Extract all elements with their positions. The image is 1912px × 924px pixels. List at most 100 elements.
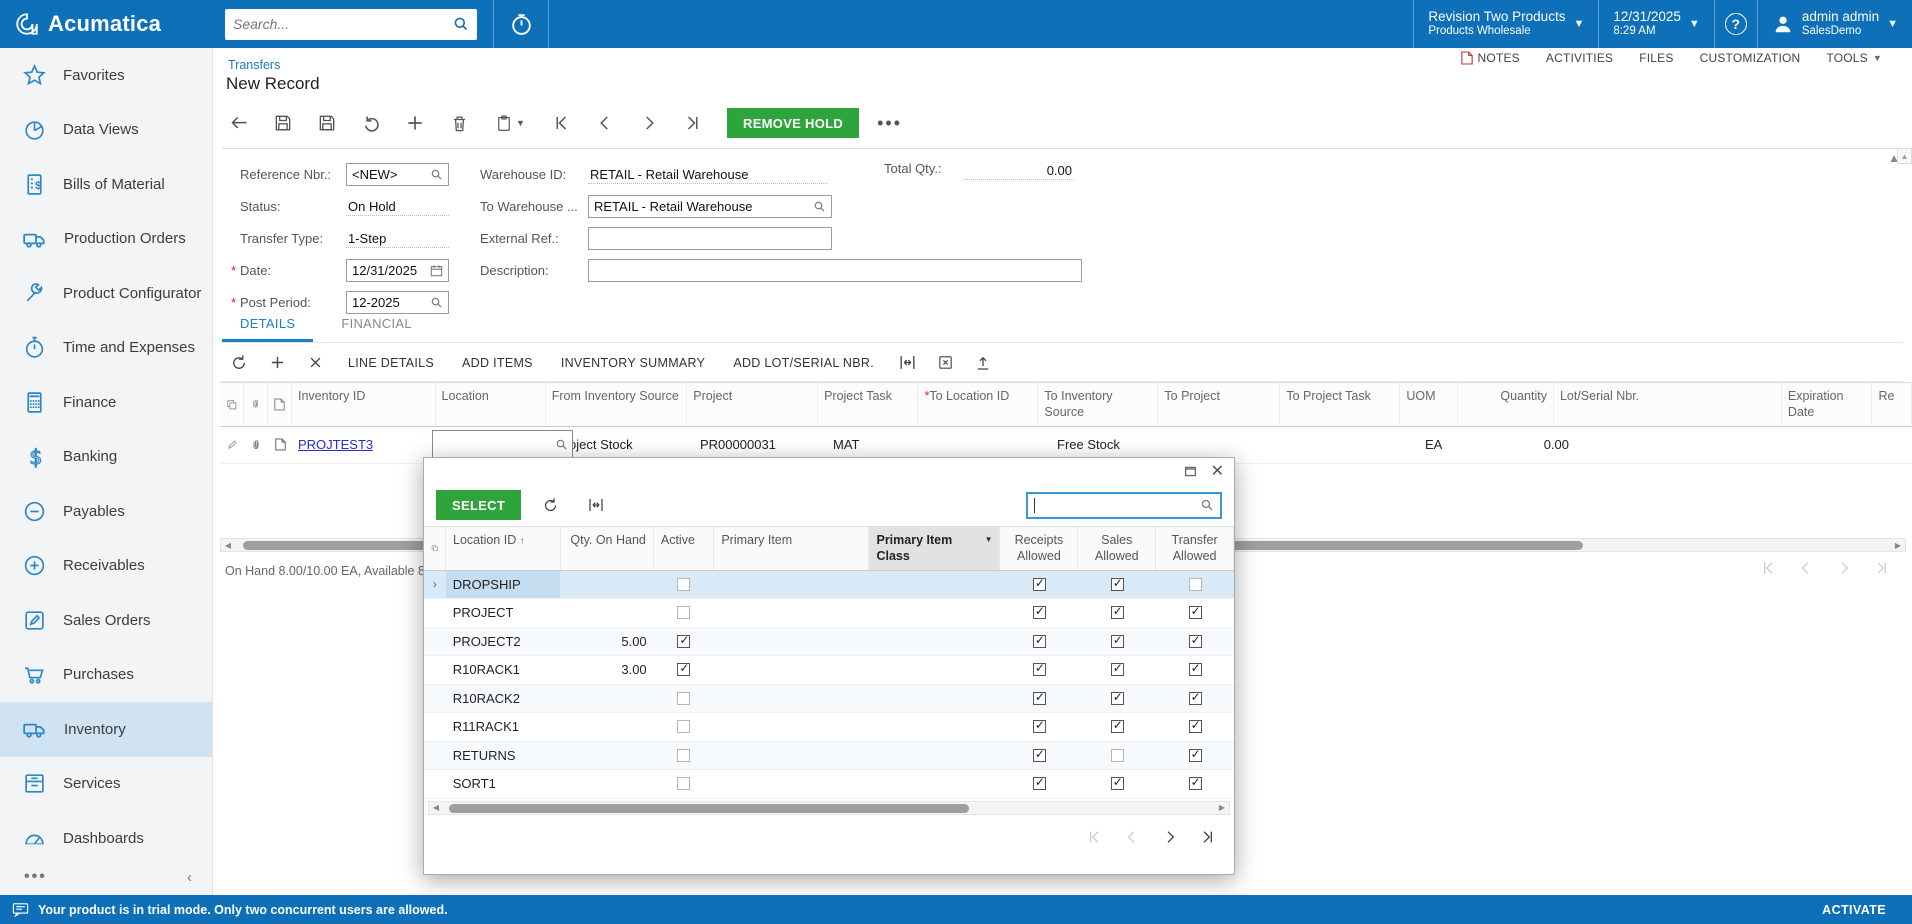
to-warehouse-field[interactable]: RETAIL - Retail Warehouse <box>588 195 832 218</box>
business-date-menu[interactable]: 12/31/2025 8:29 AM ▼ <box>1599 0 1713 48</box>
sidebar-collapse-icon[interactable]: ‹ <box>187 868 192 886</box>
transfer-checkbox[interactable] <box>1188 604 1202 620</box>
location-id-cell[interactable]: R10RACK1 <box>452 662 520 678</box>
acumatica-logo[interactable]: Acumatica <box>0 11 213 37</box>
recent-items-button[interactable] <box>494 0 548 48</box>
last-page-icon[interactable] <box>1874 560 1890 576</box>
location-id-cell[interactable]: DROPSHIP <box>445 570 561 598</box>
first-page-icon[interactable] <box>1086 829 1102 845</box>
sales-checkbox[interactable] <box>1110 748 1124 762</box>
row-note-icon[interactable] <box>268 438 292 451</box>
col-sales-allowed[interactable]: Sales Allowed <box>1078 527 1157 570</box>
tab-financial[interactable]: FINANCIAL <box>341 316 412 331</box>
maximize-icon[interactable] <box>1184 465 1197 478</box>
col-project[interactable]: Project <box>687 383 819 426</box>
tenant-menu[interactable]: Revision Two Products Products Wholesale… <box>1414 0 1598 48</box>
external-ref-field[interactable] <box>588 227 832 250</box>
col-uom[interactable]: UOM <box>1400 383 1458 426</box>
active-checkbox[interactable] <box>677 720 691 734</box>
collapse-panel-icon[interactable]: ▲ <box>1888 151 1900 165</box>
scroll-right-icon[interactable]: ▶ <box>1218 803 1226 812</box>
col-location[interactable]: Location <box>436 383 546 426</box>
last-record-button[interactable] <box>675 107 711 139</box>
row-edit-icon[interactable] <box>220 439 244 450</box>
col-expiration-date[interactable]: Expiration Date <box>1782 383 1873 426</box>
sidebar-item-data-views[interactable]: Data Views <box>0 103 212 158</box>
select-button[interactable]: SELECT <box>436 490 522 520</box>
cell-uom[interactable]: EA <box>1425 437 1443 452</box>
upload-icon[interactable] <box>966 348 1000 378</box>
export-excel-icon[interactable] <box>928 348 962 378</box>
sidebar-item-sales-orders[interactable]: Sales Orders <box>0 593 212 648</box>
save-and-close-button[interactable] <box>265 107 301 139</box>
col-primary-item[interactable]: Primary Item <box>714 527 870 570</box>
lookup-search-field[interactable] <box>1026 491 1222 519</box>
col-receipts-allowed[interactable]: Receipts Allowed <box>1000 527 1079 570</box>
location-id-cell[interactable]: PROJECT2 <box>452 633 521 649</box>
next-record-button[interactable] <box>631 107 667 139</box>
inventory-summary-button[interactable]: INVENTORY SUMMARY <box>560 355 706 370</box>
col-qty-on-hand[interactable]: Qty. On Hand <box>561 527 654 570</box>
lookup-row-r10rack1[interactable]: R10RACK1 3.00 <box>424 656 1234 685</box>
receipts-checkbox[interactable] <box>1032 718 1046 734</box>
location-cell-editor[interactable] <box>432 429 573 460</box>
global-search[interactable] <box>225 8 477 40</box>
help-button[interactable]: ? <box>1715 0 1757 48</box>
col-reason-code-clipped[interactable]: Re <box>1872 383 1912 426</box>
row-paperclip-icon[interactable] <box>244 438 268 452</box>
receipts-checkbox[interactable] <box>1032 775 1046 791</box>
date-field[interactable]: 12/31/2025 <box>346 259 449 282</box>
delete-row-icon[interactable] <box>298 348 332 378</box>
sales-checkbox[interactable] <box>1110 576 1124 591</box>
sidebar-item-banking[interactable]: $ Banking <box>0 430 212 485</box>
refresh-icon[interactable] <box>533 490 567 520</box>
col-to-inventory-source[interactable]: To Inventory Source <box>1038 383 1159 426</box>
col-inventory-id[interactable]: Inventory ID <box>292 383 436 426</box>
sidebar-item-time-and-expenses[interactable]: Time and Expenses <box>0 321 212 376</box>
col-to-project-task[interactable]: To Project Task <box>1280 383 1401 426</box>
col-location-id[interactable]: Location ID ↑ <box>446 527 561 570</box>
search-icon[interactable] <box>1200 498 1214 512</box>
cell-quantity[interactable]: 0.00 <box>1543 437 1569 452</box>
sidebar-item-inventory[interactable]: Inventory <box>0 702 212 757</box>
tools-link[interactable]: TOOLS ▼ <box>1826 51 1882 65</box>
col-quantity[interactable]: Quantity <box>1458 383 1554 426</box>
calendar-icon[interactable] <box>430 264 443 277</box>
col-to-project[interactable]: To Project <box>1158 383 1281 426</box>
back-button[interactable] <box>221 107 257 139</box>
lookup-horizontal-scrollbar[interactable]: ◀ ▶ <box>428 800 1230 815</box>
sidebar-item-services[interactable]: Services <box>0 757 212 812</box>
receipts-checkbox[interactable] <box>1032 633 1046 648</box>
col-primary-item-class[interactable]: Primary Item Class ▼ <box>869 527 1001 570</box>
sales-checkbox[interactable] <box>1110 604 1124 620</box>
refresh-icon[interactable] <box>222 348 256 378</box>
sidebar-item-purchases[interactable]: Purchases <box>0 648 212 703</box>
description-field[interactable] <box>588 259 1082 282</box>
scroll-up-icon[interactable]: ▲ <box>1897 148 1912 164</box>
lookup-row-project2[interactable]: PROJECT2 5.00 <box>424 627 1234 656</box>
lookup-icon[interactable] <box>813 200 826 213</box>
active-checkbox[interactable] <box>677 606 691 620</box>
location-id-cell[interactable]: R11RACK1 <box>452 719 519 735</box>
sidebar-item-favorites[interactable]: Favorites <box>0 48 212 103</box>
row-settings-icon[interactable] <box>424 527 446 570</box>
col-project-task[interactable]: Project Task <box>818 383 919 426</box>
close-icon[interactable]: ✕ <box>1210 463 1224 480</box>
receipts-checkbox[interactable] <box>1032 604 1046 620</box>
sidebar-more-icon[interactable]: ••• <box>24 868 47 885</box>
inventory-id-link[interactable]: PROJTEST3 <box>298 437 374 452</box>
sales-checkbox[interactable] <box>1110 690 1124 705</box>
cell-from-inventory-source[interactable]: Project Stock <box>556 437 633 452</box>
cell-to-inventory-source[interactable]: Free Stock <box>1057 437 1120 452</box>
fit-width-icon[interactable] <box>579 490 613 520</box>
receipts-checkbox[interactable] <box>1032 576 1046 591</box>
sidebar-item-receivables[interactable]: Receivables <box>0 539 212 594</box>
delete-button[interactable] <box>441 107 477 139</box>
activate-button[interactable]: ACTIVATE <box>1822 902 1886 917</box>
col-active[interactable]: Active <box>654 527 715 570</box>
scroll-thumb[interactable] <box>449 803 969 813</box>
receipts-checkbox[interactable] <box>1032 661 1046 677</box>
active-checkbox[interactable] <box>677 577 691 591</box>
row-settings-icon[interactable] <box>220 383 244 426</box>
lookup-row-dropship[interactable]: › DROPSHIP <box>424 570 1234 599</box>
